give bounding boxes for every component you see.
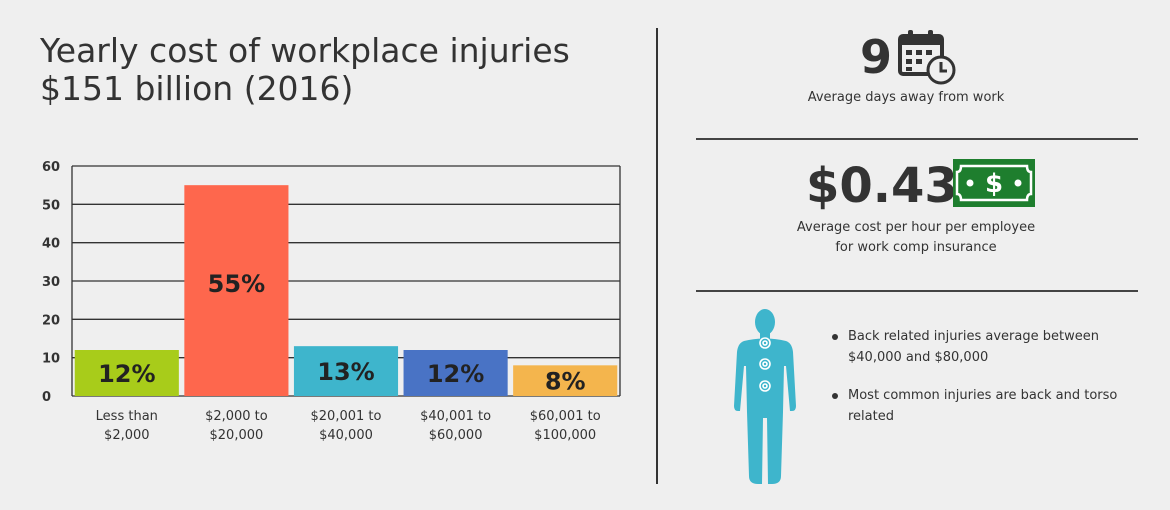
chart-title: Yearly cost of workplace injuries $151 b…	[40, 32, 640, 108]
days-away-stat: 9 Average days away from work	[700, 30, 1120, 110]
human-body-icon	[734, 309, 796, 484]
bar-data-label: 12%	[427, 360, 484, 388]
x-tick-label: $20,001 to	[311, 409, 382, 424]
bar-data-label: 8%	[545, 368, 586, 396]
bar-data-label: 12%	[98, 360, 155, 388]
list-item: Back related injuries average between $4…	[832, 326, 1132, 368]
y-tick-label: 40	[42, 237, 60, 252]
hourly-cost-value: $0.43	[806, 158, 958, 214]
y-tick-label: 0	[42, 390, 51, 405]
hourly-cost-caption-line-1: Average cost per hour per employee	[796, 220, 1036, 235]
dollar-bill-icon: $	[953, 159, 1035, 207]
y-tick-label: 30	[42, 275, 60, 290]
x-tick-label: $100,000	[534, 428, 596, 443]
title-line-1: Yearly cost of workplace injuries	[40, 31, 570, 70]
title-line-2: $151 billion (2016)	[40, 69, 354, 108]
x-tick-label: $2,000	[104, 428, 150, 443]
x-tick-label: $60,000	[429, 428, 483, 443]
x-tick-label: $40,000	[319, 428, 373, 443]
bar	[293, 346, 399, 396]
vertical-divider	[656, 28, 658, 484]
x-tick-label: $20,000	[210, 428, 264, 443]
y-tick-label: 20	[42, 313, 60, 328]
hourly-cost-caption-line-2: for work comp insurance	[835, 240, 997, 255]
bar	[74, 350, 179, 396]
x-tick-label: $60,001 to	[530, 409, 601, 424]
horizontal-divider-1	[696, 138, 1138, 140]
injury-fact-1: Back related injuries average between $4…	[848, 329, 1099, 365]
y-tick-label: 60	[42, 160, 60, 175]
bullet-dot	[832, 334, 838, 340]
bar-data-label: 55%	[208, 270, 265, 298]
bar	[184, 185, 289, 396]
injury-fact-2: Most common injuries are back and torso …	[848, 388, 1118, 424]
y-tick-label: 10	[42, 352, 60, 367]
dollar-bill-symbol: $	[985, 169, 1003, 199]
injury-facts-list: Back related injuries average between $4…	[832, 326, 1132, 444]
days-away-caption: Average days away from work	[807, 90, 1005, 105]
bar-chart: 0 10 20 30 40 50 60 12% Less than $2,000 55% $2,000…	[42, 160, 621, 443]
calendar-clock-icon	[898, 30, 956, 85]
hourly-cost-caption: Average cost per hour per employee for w…	[700, 218, 1132, 258]
bar-data-label: 13%	[317, 358, 374, 386]
bar	[403, 350, 508, 396]
hourly-cost-stat: $0.43 $ Average cost per hour per employ…	[700, 152, 1120, 272]
y-tick-label: 50	[42, 198, 60, 213]
x-tick-label: $40,001 to	[420, 409, 491, 424]
bar	[513, 365, 618, 396]
days-away-value: 9	[860, 30, 893, 84]
bullet-dot	[832, 393, 838, 399]
x-tick-label: $2,000 to	[205, 409, 268, 424]
list-item: Most common injuries are back and torso …	[832, 385, 1132, 427]
x-tick-label: Less than	[96, 409, 158, 424]
horizontal-divider-2	[696, 290, 1138, 292]
